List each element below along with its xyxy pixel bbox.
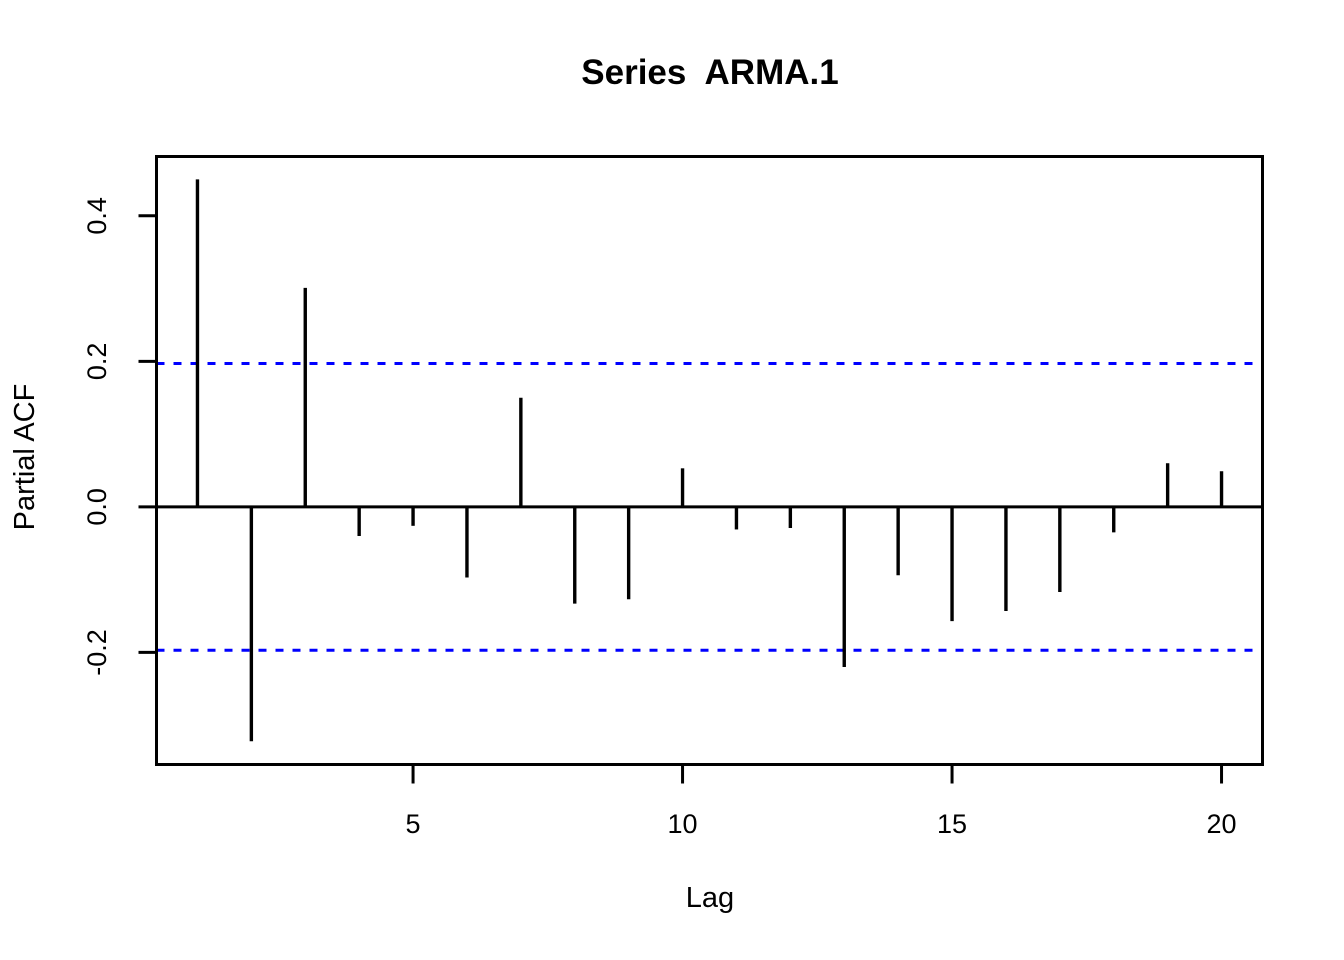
chart-title: Series ARMA.1 xyxy=(581,53,839,92)
y-axis-label-text: Partial ACF xyxy=(8,383,41,531)
y-tick-label-0.4: 0.4 xyxy=(82,197,112,235)
x-tick-label-10: 10 xyxy=(668,809,698,839)
x-tick-label-15: 15 xyxy=(937,809,967,839)
x-tick-label-20: 20 xyxy=(1207,809,1237,839)
x-axis-label: Lag xyxy=(685,882,735,914)
y-tick-label-0.2: 0.2 xyxy=(82,343,112,381)
y-tick-label-0.0: 0.0 xyxy=(82,488,112,526)
plot-box xyxy=(155,155,1264,766)
y-tick-label--0.2: -0.2 xyxy=(82,629,112,676)
x-tick-label-5: 5 xyxy=(406,809,421,839)
